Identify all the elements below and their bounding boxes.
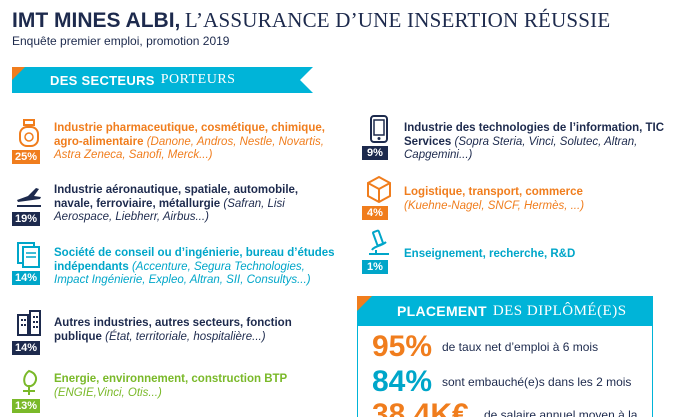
sector-name: Industrie aéronautique, spatiale, automo… xyxy=(54,184,299,210)
placement-banner-light: DES DIPLÔMÉ(E)S xyxy=(492,302,627,319)
sector-percentage: 13% xyxy=(12,399,41,413)
sector-examples: (Safran, Lisi Aerospace, Liebherr, Airbu… xyxy=(54,197,285,224)
title-bold: IMT MINES ALBI, xyxy=(12,9,181,32)
placement-stat: 84% sont embauché(e)s dans les 2 mois xyxy=(372,365,631,399)
stat-description: de salaire annuel moyen à la xyxy=(484,408,638,417)
page-title: IMT MINES ALBI, L’ASSURANCE D’UNE INSERT… xyxy=(12,8,610,33)
sector-name: Logistique, transport, commerce xyxy=(404,186,583,198)
sector-item: 25% Industrie pharmaceutique, cosmétique… xyxy=(12,118,342,164)
sectors-banner-bold: DES SECTEURS xyxy=(50,72,155,88)
stat-description: sont embauché(e)s dans les 2 mois xyxy=(442,375,632,389)
sector-name: Enseignement, recherche, R&D xyxy=(404,248,576,260)
stat-value: 95% xyxy=(372,330,433,363)
microscope-icon xyxy=(369,229,389,255)
folders-icon xyxy=(17,242,40,268)
sector-name: Industrie des technologies de l’informat… xyxy=(404,122,665,148)
placement-stat: 95% de taux net d’emploi à 6 mois xyxy=(372,330,598,364)
sector-percentage: 25% xyxy=(12,150,41,164)
sector-item: 13% Energie, environnement, construction… xyxy=(12,367,342,413)
sector-item: 14% Autres industries, autres secteurs, … xyxy=(12,309,342,355)
phone-icon xyxy=(370,115,388,143)
banner-corner xyxy=(12,67,25,80)
sector-percentage: 14% xyxy=(12,271,41,285)
airplane-icon xyxy=(17,188,41,207)
stat-value: 84% xyxy=(372,365,433,398)
sector-examples: (Sopra Steria, Vinci, Solutec, Altran, C… xyxy=(404,135,638,162)
sector-examples: (Kuehne-Nagel, SNCF, Hermès, ...) xyxy=(404,199,585,212)
sector-item: 4% Logistique, transport, commerce (Kueh… xyxy=(362,174,682,220)
buildings-icon xyxy=(17,310,41,336)
placement-banner-bold: PLACEMENT xyxy=(397,303,487,319)
sector-item: 9% Industrie des technologies de l’infor… xyxy=(362,114,682,163)
sector-item: 1% Enseignement, recherche, R&D xyxy=(362,228,682,274)
sector-examples: (Danone, Andros, Nestle, Novartis, Astra… xyxy=(54,135,324,162)
perfume-bottle-icon xyxy=(19,119,39,147)
sector-examples: (Accenture, Segura Technologies, Impact … xyxy=(54,260,311,287)
sector-percentage: 9% xyxy=(362,146,388,160)
banner-tail xyxy=(300,67,313,93)
sector-percentage: 1% xyxy=(362,260,388,274)
sector-name: Industrie pharmaceutique, cosmétique, ch… xyxy=(54,122,325,148)
sectors-banner-light: PORTEURS xyxy=(160,72,236,87)
box-icon xyxy=(367,175,391,204)
stat-description: de taux net d’emploi à 6 mois xyxy=(442,340,599,354)
sector-percentage: 4% xyxy=(362,206,388,220)
sector-examples: (ENGIE,Vinci, Otis...) xyxy=(54,386,162,399)
placement-stat: 38,4K€ de salaire annuel moyen à la xyxy=(372,398,637,417)
sector-name: Société de conseil ou d’ingénierie, bure… xyxy=(54,247,335,273)
sector-item: 19% Industrie aéronautique, spatiale, au… xyxy=(12,180,342,226)
page-subtitle: Enquête premier emploi, promotion 2019 xyxy=(12,34,230,48)
placement-box xyxy=(357,296,653,417)
sectors-banner: DES SECTEURS PORTEURS xyxy=(12,67,313,93)
sector-name: Autres industries, autres secteurs, fonc… xyxy=(54,317,292,343)
sector-percentage: 19% xyxy=(12,212,41,226)
stat-value: 38,4K€ xyxy=(372,398,469,417)
placement-banner: PLACEMENT DES DIPLÔMÉ(E)S xyxy=(357,296,653,326)
sector-examples: (État, territoriale, hospitalière...) xyxy=(105,330,266,343)
sector-percentage: 14% xyxy=(12,341,41,355)
eco-plug-icon xyxy=(23,369,38,395)
title-rest: L’ASSURANCE D’UNE INSERTION RÉUSSIE xyxy=(184,8,611,32)
sector-name: Energie, environnement, construction BTP xyxy=(54,373,288,385)
sector-item: 14% Société de conseil ou d’ingénierie, … xyxy=(12,239,342,288)
banner-corner xyxy=(357,296,372,311)
